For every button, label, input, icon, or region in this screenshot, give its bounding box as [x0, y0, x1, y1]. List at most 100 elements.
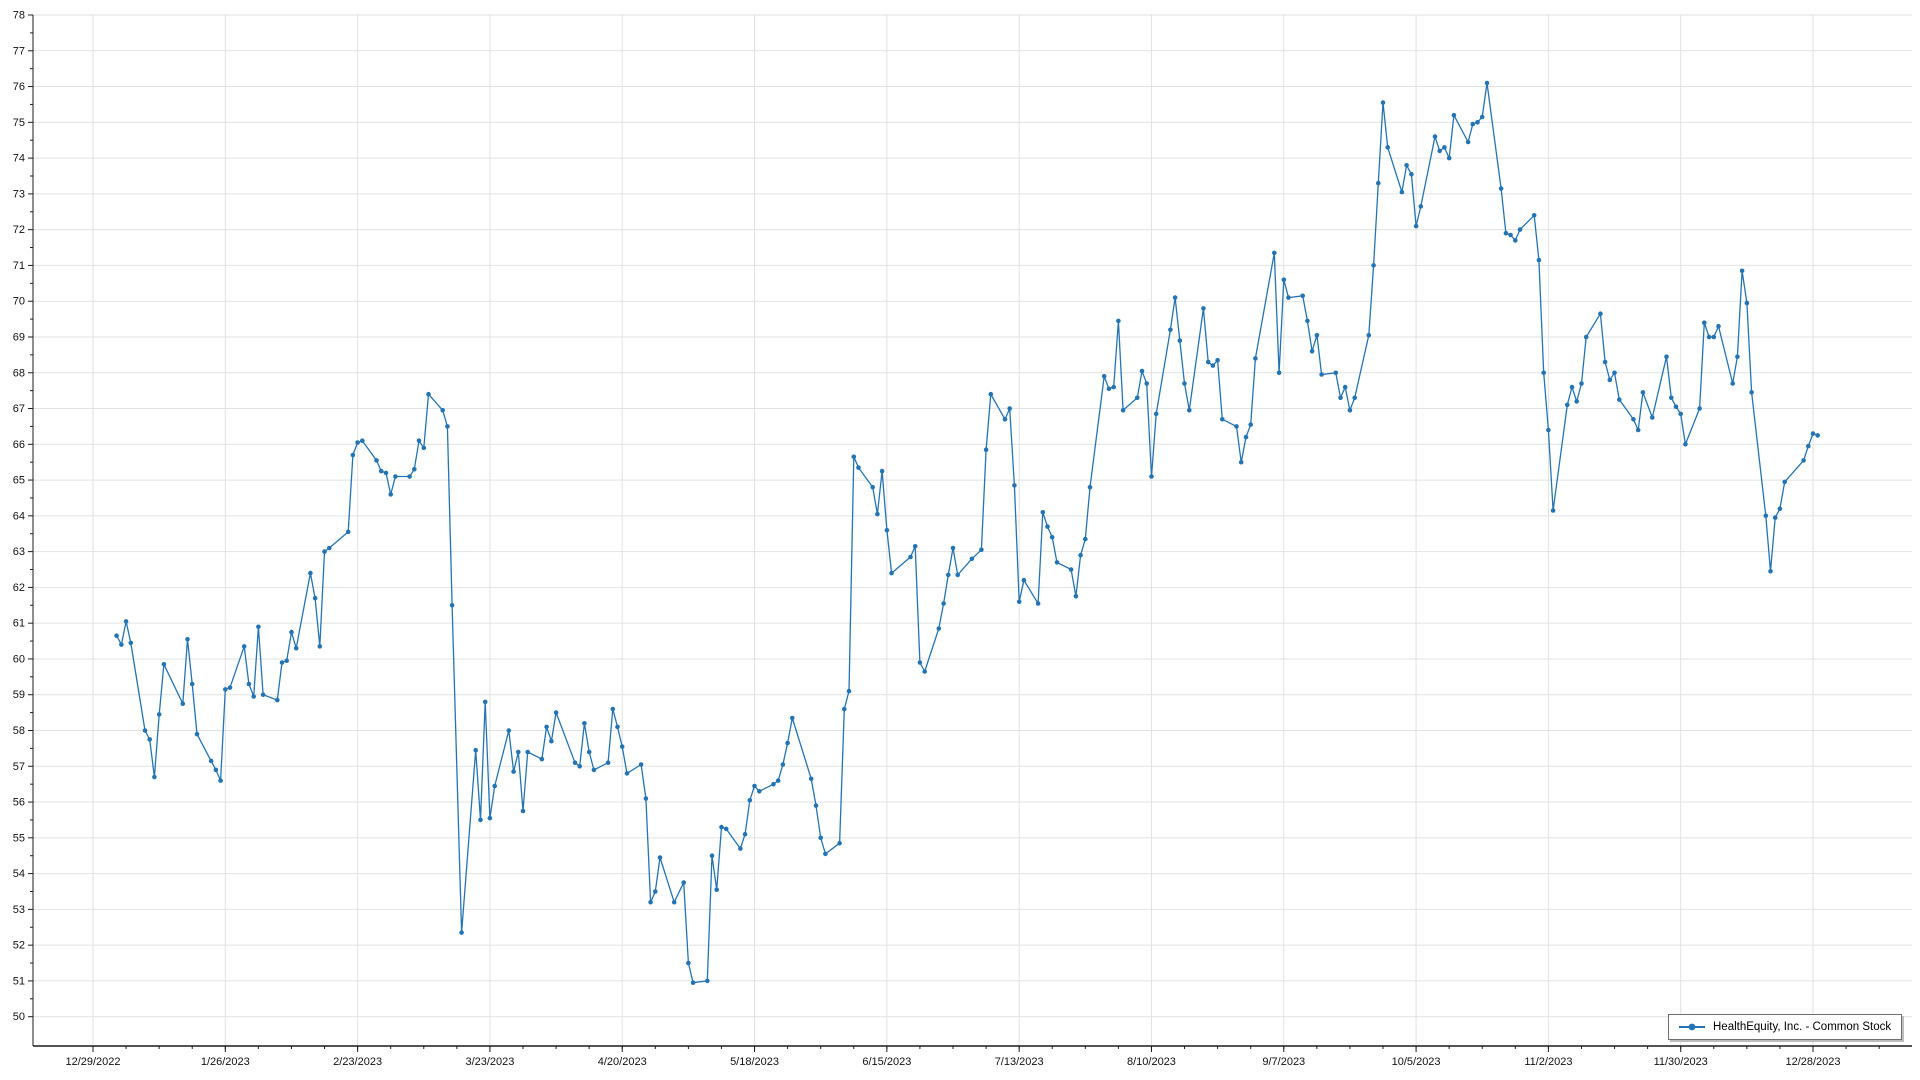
- data-point-marker: [879, 468, 885, 474]
- y-axis-tick-label: 55: [13, 832, 25, 844]
- data-point-marker: [317, 644, 323, 649]
- data-point-marker: [1730, 381, 1735, 386]
- data-point-marker: [681, 880, 686, 885]
- data-point-marker: [624, 771, 630, 776]
- data-point-marker: [421, 445, 427, 451]
- y-axis-tick-label: 63: [13, 546, 25, 558]
- data-point-marker: [256, 624, 261, 630]
- data-point-marker: [445, 424, 450, 429]
- data-point-marker: [837, 840, 842, 846]
- data-point-marker: [818, 835, 823, 841]
- data-point-marker: [1352, 395, 1357, 401]
- data-point-marker: [189, 681, 195, 687]
- data-point-marker: [955, 572, 960, 578]
- data-point-marker: [1153, 411, 1159, 417]
- data-point-marker: [492, 783, 498, 789]
- data-point-marker: [1678, 411, 1683, 417]
- y-axis-tick-label: 59: [13, 689, 25, 701]
- data-point-marker: [1300, 293, 1305, 299]
- data-point-marker: [1697, 406, 1702, 411]
- data-point-marker: [780, 762, 786, 767]
- data-point-marker: [208, 758, 214, 764]
- data-point-marker: [1479, 114, 1485, 120]
- data-point-marker: [520, 808, 526, 814]
- data-point-marker: [506, 728, 512, 733]
- data-point-marker: [1333, 370, 1339, 376]
- data-point-marker: [648, 899, 653, 905]
- data-point-marker: [525, 749, 530, 755]
- y-axis-ticks: [28, 14, 33, 1018]
- data-point-marker: [180, 701, 186, 706]
- data-point-marker: [1579, 381, 1584, 386]
- data-point-marker: [511, 769, 516, 774]
- data-point-marker: [846, 688, 852, 694]
- data-point-marker: [553, 710, 559, 715]
- data-point-marker: [1101, 374, 1107, 379]
- data-point-marker: [615, 724, 620, 730]
- data-point-marker: [223, 687, 228, 692]
- y-axis-tick-label: 53: [13, 904, 25, 916]
- data-point-marker: [775, 778, 781, 783]
- data-point-marker: [823, 851, 828, 857]
- legend-line-marker-icon: [1679, 1023, 1705, 1031]
- data-point-marker: [1437, 148, 1442, 154]
- data-point-marker: [908, 554, 913, 560]
- x-axis-tick-label: 10/5/2023: [1392, 1056, 1441, 1068]
- data-point-marker: [1399, 189, 1405, 195]
- data-point-marker: [969, 556, 975, 562]
- data-point-marker: [440, 408, 446, 413]
- y-axis-tick-label: 74: [13, 153, 25, 165]
- data-point-marker: [1640, 390, 1646, 395]
- data-point-marker: [752, 783, 757, 789]
- data-point-marker: [1451, 112, 1457, 118]
- y-axis-tick-label: 56: [13, 797, 25, 809]
- data-point-marker: [912, 544, 918, 549]
- data-point-marker: [1801, 458, 1806, 463]
- data-point-marker: [1073, 594, 1079, 599]
- data-point-marker: [870, 484, 875, 490]
- data-point-marker: [378, 468, 384, 474]
- data-point-marker: [279, 660, 285, 665]
- data-point-marker: [1749, 390, 1754, 395]
- data-point-marker: [393, 474, 398, 479]
- y-axis-tick-label: 52: [13, 940, 25, 952]
- data-point-marker: [114, 633, 119, 638]
- data-point-marker: [275, 697, 280, 703]
- data-point-marker: [1035, 601, 1041, 606]
- legend[interactable]: HealthEquity, Inc. - Common Stock: [1668, 1014, 1902, 1040]
- data-point-marker: [738, 846, 743, 851]
- data-point-marker: [1536, 257, 1542, 263]
- data-point-marker: [790, 715, 795, 721]
- data-point-marker: [119, 642, 124, 647]
- y-axis-tick-label: 50: [13, 1011, 25, 1023]
- data-point-marker: [1550, 508, 1556, 513]
- data-point-marker: [723, 826, 729, 832]
- data-point-marker: [813, 803, 819, 808]
- data-point-marker: [246, 681, 252, 687]
- data-point-marker: [1763, 513, 1769, 519]
- data-point-marker: [1583, 334, 1589, 340]
- y-axis-tick-label: 75: [13, 117, 25, 129]
- y-axis-tick-label: 73: [13, 188, 25, 200]
- x-axis-tick-label: 1/26/2023: [201, 1056, 250, 1068]
- data-point-marker: [1607, 377, 1613, 383]
- data-point-marker: [1409, 171, 1414, 177]
- data-point-marker: [1168, 327, 1173, 333]
- data-point-marker: [1366, 332, 1372, 338]
- data-point-marker: [671, 899, 677, 905]
- data-point-marker: [1508, 232, 1513, 238]
- data-point-marker: [218, 778, 223, 783]
- x-axis-tick-label: 12/28/2023: [1785, 1056, 1840, 1068]
- data-point-marker: [123, 619, 129, 624]
- x-axis-tick-label: 7/13/2023: [995, 1056, 1044, 1068]
- data-point-marker: [1201, 306, 1206, 311]
- data-point-marker: [1739, 268, 1745, 274]
- data-point-marker: [1541, 370, 1546, 376]
- data-point-marker: [1021, 577, 1027, 583]
- x-axis-tick-label: 6/15/2023: [862, 1056, 911, 1068]
- data-point-marker: [128, 640, 134, 646]
- data-point-marker: [473, 747, 479, 753]
- data-point-marker: [1498, 186, 1504, 191]
